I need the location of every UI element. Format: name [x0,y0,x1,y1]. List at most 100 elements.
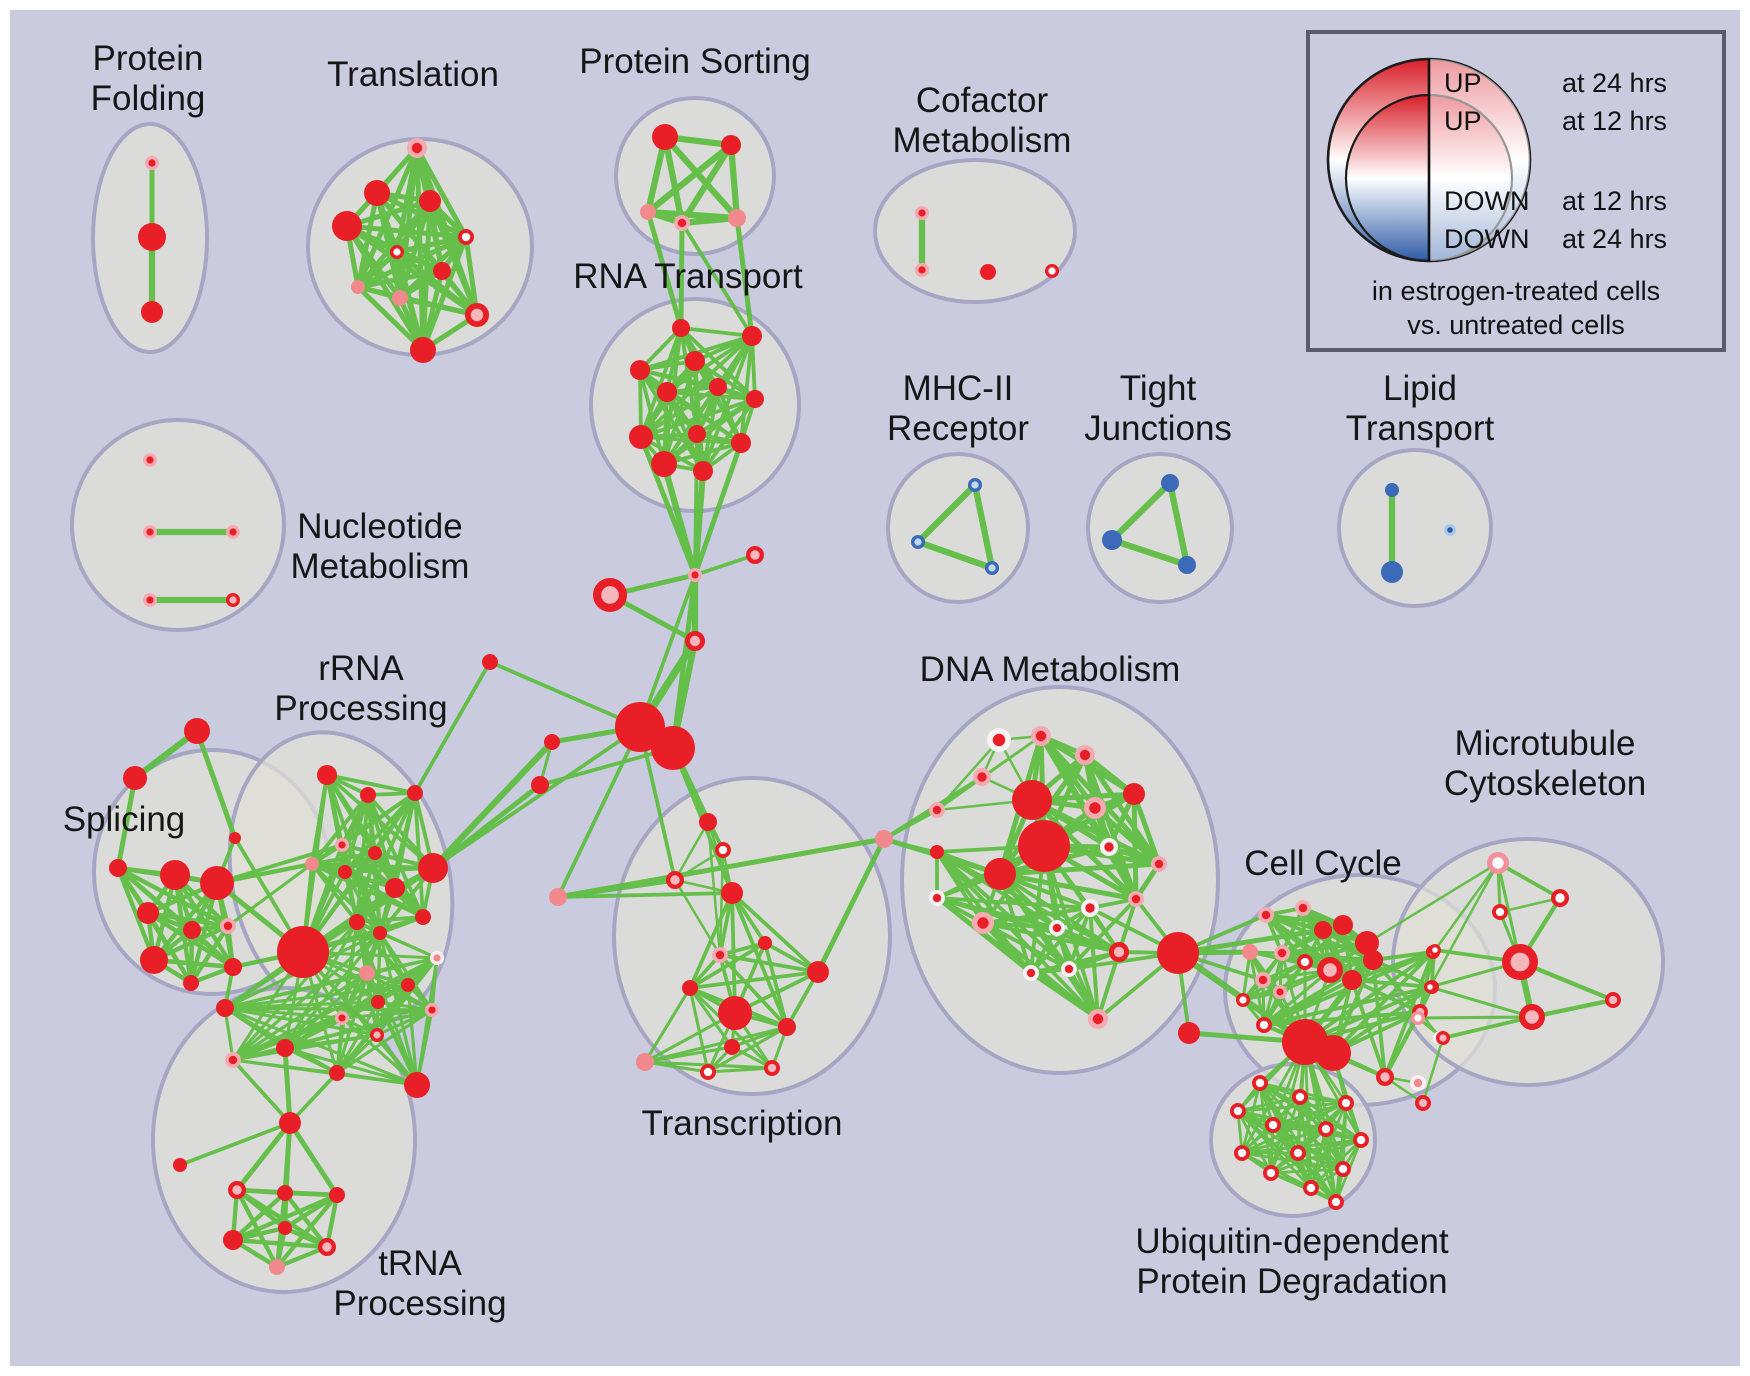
network-edge [1236,1109,1338,1204]
network-node-tr2 [364,180,390,206]
cluster-ellipse-transcription [612,776,892,1096]
network-node-rt12 [693,461,713,481]
network-node-ub12 [1303,1180,1319,1196]
network-node-rr5 [305,857,319,871]
network-node-rr21 [369,1027,385,1043]
network-node-dm20 [1088,1009,1109,1030]
network-edge [1067,906,1092,971]
cluster-label-lipid-transport: Lipid Transport [1346,369,1495,448]
cluster-label-line: MHC-II [903,369,1014,408]
network-edge [215,843,344,885]
network-node-dm10 [1151,856,1167,872]
network-node-lp3 [1443,523,1456,536]
cluster-label-transcription: Transcription [642,1104,843,1143]
network-edge [375,983,410,1037]
network-node-rr13 [418,853,448,883]
network-edge [429,738,556,872]
network-node-cf3 [980,264,996,280]
network-node-rt7 [746,390,764,408]
network-node-pf1 [144,155,160,171]
network-edge [638,725,677,882]
network-node-ps5 [728,209,746,227]
network-edge [997,861,1162,877]
network-node-mt7 [1519,1004,1545,1030]
network-node-tx10 [778,1018,796,1036]
network-edge [678,214,741,227]
network-edge [115,865,157,963]
legend-time: at 24 hrs [1562,224,1668,254]
network-node-cc14 [1272,984,1288,1000]
network-node-mt5 [1502,944,1538,980]
network-node-dm7 [1083,796,1107,820]
network-node-tx3 [666,871,684,889]
network-edge [376,1000,434,1012]
network-edge [355,268,445,290]
network-node-dnc [875,830,893,848]
network-edge [1269,1167,1345,1175]
network-edge [679,326,754,338]
network-edge [643,1011,737,1064]
network-edge [1309,1127,1328,1190]
cluster-label-line: Protein Sorting [579,42,811,81]
network-node-rr6 [338,865,352,879]
network-edge [335,1016,344,1075]
network-edge [1296,1138,1363,1155]
network-edge [1421,1036,1445,1105]
network-node-rr16 [216,999,234,1017]
network-node-dmB1 [1012,780,1052,820]
network-edge [283,1121,292,1230]
network-edge [815,836,887,975]
network-node-ub1 [1252,1075,1268,1091]
network-node-cc7 [1242,944,1258,960]
network-node-nc5 [225,592,241,608]
network-edge [1029,906,1092,975]
network-node-rt11 [651,451,677,477]
network-node-dmH [1157,932,1199,974]
cluster-label-microtubule-cytoskeleton: Microtubule Cytoskeleton [1444,724,1646,803]
network-node-rr7 [368,846,382,860]
network-node-dm8 [930,845,944,859]
network-node-rr14 [359,965,375,981]
network-node-rt8 [629,425,653,449]
network-edge [1240,1127,1328,1155]
network-edge [1371,950,1435,962]
network-node-cc15 [1256,1017,1272,1033]
network-edge [1498,896,1562,914]
network-edge [1529,997,1616,1020]
network-node-mt6 [1423,980,1436,993]
network-node-rt3 [630,360,650,380]
network-edge [274,1192,340,1270]
cluster-label-rna-transport: RNA Transport [573,257,803,296]
cluster-ellipse-mhc-ii-receptor [886,452,1030,604]
network-node-pf3 [141,301,163,323]
cluster-label-line: Protein Degradation [1136,1262,1447,1301]
network-node-rr23 [401,978,415,992]
network-edge [680,221,754,338]
network-edge [115,865,231,929]
network-edge [282,1190,340,1198]
network-node-ub2 [1292,1089,1308,1105]
network-edge [935,896,1092,910]
network-node-ub11 [1335,1161,1351,1177]
network-edge [718,953,789,1029]
network-edge [1371,958,1387,1079]
network-edge [998,872,1100,1021]
network-node-dm6 [929,802,945,818]
network-edge [223,983,410,1010]
network-node-mt4 [1428,943,1441,956]
cluster-ellipse-cofactor-metabolism [873,158,1077,304]
network-node-ub9 [1290,1145,1306,1161]
network-edge [734,215,755,339]
network-node-tn2 [173,1158,187,1172]
network-edge [673,820,710,882]
network-node-ps3 [640,204,656,220]
network-node-sp1 [160,860,190,890]
legend-direction: UP [1444,106,1482,136]
network-node-nc2 [142,524,158,540]
network-node-mh2 [910,534,926,550]
network-node-tx7 [682,980,698,996]
network-edge [1262,985,1434,1027]
cluster-label-line: Metabolism [291,547,470,586]
legend-direction: DOWN [1444,224,1530,254]
network-edge [431,725,642,870]
